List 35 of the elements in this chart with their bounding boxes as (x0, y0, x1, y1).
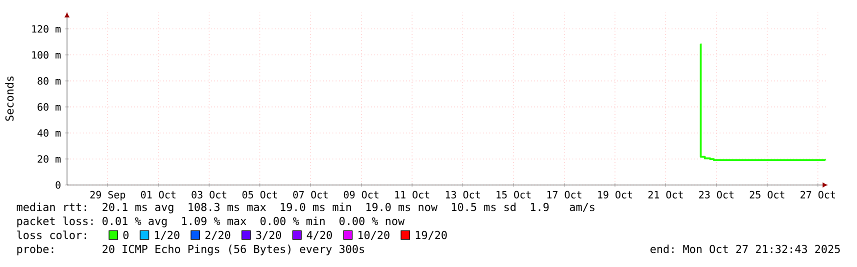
y-tick-label: 100 m (32, 51, 61, 59)
x-tick-label: 23 Oct (699, 190, 734, 198)
legend-label: 1/20 (155, 230, 180, 240)
y-tick-label: 0 (56, 181, 60, 189)
x-tick-label: 07 Oct (293, 190, 328, 198)
x-tick-label: 19 Oct (598, 190, 632, 198)
x-tick-label: 17 Oct (547, 190, 582, 198)
text: probe: 20 ICMP Echo Pings (56 Bytes) every 300s (17, 244, 364, 256)
y-tick-label: 80 m (38, 77, 61, 85)
legend-label: 2/20 (205, 230, 230, 240)
x-tick-label: 27 Oct (800, 190, 835, 198)
x-tick-label: 09 Oct (344, 190, 378, 198)
x-tick-label: 29 Sep (90, 190, 126, 200)
legend-label: 3/20 (256, 230, 282, 240)
x-tick-label: 13 Oct (446, 190, 480, 198)
x-tick-label: 03 Oct (192, 190, 226, 198)
y-tick-label: 20 m (38, 155, 61, 163)
text: end: Mon Oct 27 21:32:43 2025 (650, 244, 840, 254)
text: median rtt: 20.1 ms avg 108.3 ms max 19.0 ms min 19.0 ms now 10.5 ms sd 1.9 am/s (16, 202, 594, 214)
y-tick-label: 60 m (38, 103, 61, 111)
x-tick-label: 05 Oct (242, 190, 277, 198)
y-axis-title: Seconds (5, 76, 14, 121)
legend-label: 4/20 (306, 230, 332, 240)
x-tick-label: 21 Oct (648, 190, 683, 198)
legend-label: 10/20 (358, 230, 390, 240)
legend-label: 0 (123, 230, 128, 240)
x-tick-label: 01 Oct (140, 190, 176, 198)
x-tick-label: 25 Oct (750, 190, 784, 198)
y-tick-label: 40 m (38, 129, 61, 137)
text: packet loss: 0.01 % avg 1.09 % max 0.00 % min 0.00 % now (17, 216, 405, 228)
legend-title: loss color: (17, 230, 86, 240)
x-tick-label: 15 Oct (496, 190, 531, 198)
y-tick-label: 120 m (32, 25, 61, 33)
legend-label: 19/20 (416, 230, 447, 240)
x-tick-label: 11 Oct (395, 190, 430, 198)
